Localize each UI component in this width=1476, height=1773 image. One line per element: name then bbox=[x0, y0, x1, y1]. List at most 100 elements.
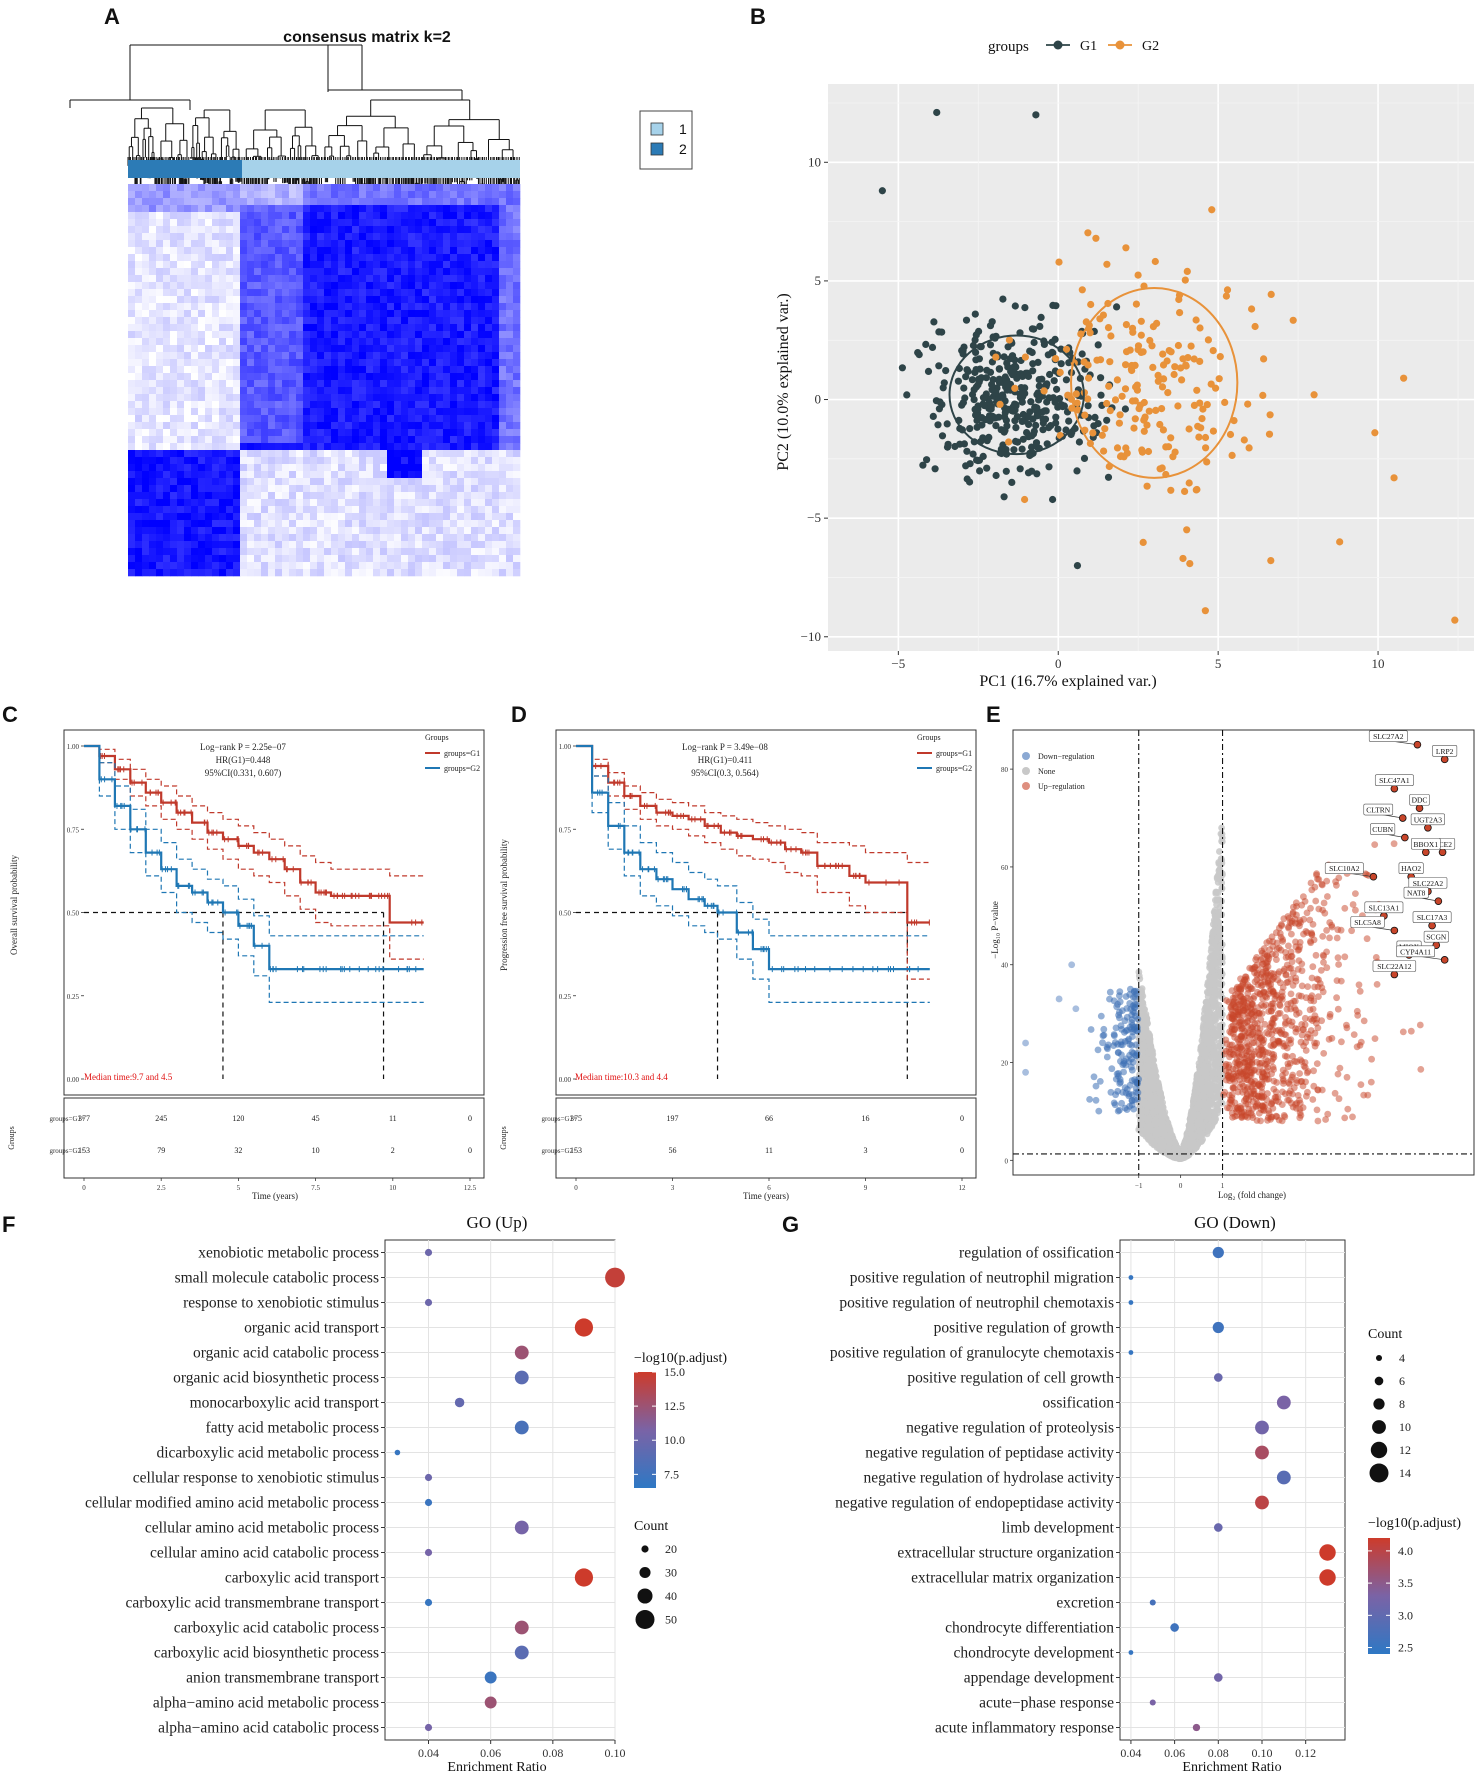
heatmap-cell bbox=[513, 464, 521, 472]
heatmap-cell bbox=[254, 352, 262, 360]
heatmap-cell bbox=[198, 569, 206, 577]
pca-point-g2 bbox=[1092, 234, 1100, 242]
heatmap-cell bbox=[352, 296, 360, 304]
heatmap-cell bbox=[289, 359, 297, 367]
heatmap-cell bbox=[261, 380, 269, 388]
heatmap-cell bbox=[478, 548, 486, 556]
heatmap-cell bbox=[233, 450, 241, 458]
pca-point-g2 bbox=[1176, 309, 1184, 317]
pca-point-g1 bbox=[1001, 409, 1009, 417]
heatmap-cell bbox=[289, 261, 297, 269]
pca-point-g1 bbox=[878, 187, 886, 195]
pca-point-g1 bbox=[1017, 384, 1025, 392]
heatmap-cell bbox=[464, 212, 472, 220]
heatmap-cell bbox=[240, 513, 248, 521]
heatmap-cell bbox=[212, 212, 220, 220]
heatmap-cell bbox=[443, 261, 451, 269]
heatmap-cell bbox=[240, 282, 248, 290]
heatmap-cell bbox=[303, 212, 311, 220]
pca-x-tick-label: 0 bbox=[1055, 656, 1062, 671]
heatmap-cell bbox=[226, 366, 234, 374]
heatmap-cell bbox=[233, 247, 241, 255]
heatmap-cell bbox=[450, 443, 458, 451]
pca-point-g1 bbox=[1094, 341, 1102, 349]
heatmap-cell bbox=[282, 233, 290, 241]
heatmap-cell bbox=[331, 394, 339, 402]
heatmap-cell bbox=[261, 240, 269, 248]
heatmap-cell bbox=[394, 268, 402, 276]
heatmap-cell bbox=[373, 569, 381, 577]
heatmap-cell bbox=[275, 499, 283, 507]
heatmap-cell bbox=[415, 289, 423, 297]
heatmap-cell bbox=[198, 324, 206, 332]
heatmap-cell bbox=[261, 450, 269, 458]
heatmap-cell bbox=[303, 261, 311, 269]
heatmap-cell bbox=[331, 275, 339, 283]
heatmap-cell bbox=[317, 380, 325, 388]
heatmap-cell bbox=[226, 205, 234, 213]
heatmap-cell bbox=[177, 310, 185, 318]
heatmap-cell bbox=[478, 534, 486, 542]
heatmap-cell bbox=[394, 401, 402, 409]
heatmap-cell bbox=[219, 310, 227, 318]
heatmap-cell bbox=[163, 485, 171, 493]
heatmap-cell bbox=[492, 317, 500, 325]
heatmap-cell bbox=[135, 436, 143, 444]
heatmap-cell bbox=[135, 569, 143, 577]
heatmap-cell bbox=[142, 366, 150, 374]
heatmap-cell bbox=[345, 240, 353, 248]
heatmap-cell bbox=[401, 562, 409, 570]
heatmap-cell bbox=[268, 555, 276, 563]
heatmap-cell bbox=[205, 352, 213, 360]
heatmap-cell bbox=[191, 184, 199, 192]
heatmap-cell bbox=[219, 450, 227, 458]
heatmap-cell bbox=[324, 212, 332, 220]
heatmap-cell bbox=[415, 499, 423, 507]
heatmap-cell bbox=[219, 198, 227, 206]
heatmap-cell bbox=[387, 492, 395, 500]
heatmap-cell bbox=[163, 387, 171, 395]
pca-point-g1 bbox=[1040, 340, 1048, 348]
heatmap-cell bbox=[275, 352, 283, 360]
heatmap-cell bbox=[499, 513, 507, 521]
heatmap-cell bbox=[275, 310, 283, 318]
heatmap-cell bbox=[177, 457, 185, 465]
heatmap-cell bbox=[317, 457, 325, 465]
heatmap-cell bbox=[478, 324, 486, 332]
heatmap-cell bbox=[422, 324, 430, 332]
heatmap-cell bbox=[135, 541, 143, 549]
heatmap-cell bbox=[240, 296, 248, 304]
heatmap-cell bbox=[352, 555, 360, 563]
heatmap-cell bbox=[506, 191, 514, 199]
heatmap-cell bbox=[366, 443, 374, 451]
heatmap-cell bbox=[422, 289, 430, 297]
heatmap-cell bbox=[415, 415, 423, 423]
heatmap-cell bbox=[408, 499, 416, 507]
heatmap-cell bbox=[247, 338, 255, 346]
heatmap-cell bbox=[471, 408, 479, 416]
heatmap-cell bbox=[170, 268, 178, 276]
heatmap-cell bbox=[135, 527, 143, 535]
heatmap-cell bbox=[429, 296, 437, 304]
heatmap-cell bbox=[506, 205, 514, 213]
heatmap-cell bbox=[394, 359, 402, 367]
heatmap-cell bbox=[506, 506, 514, 514]
heatmap-cell bbox=[317, 443, 325, 451]
heatmap-cell bbox=[282, 380, 290, 388]
pca-point-g1 bbox=[1024, 372, 1033, 380]
heatmap-cell bbox=[380, 184, 388, 192]
heatmap-cell bbox=[303, 443, 311, 451]
heatmap-cell bbox=[464, 464, 472, 472]
heatmap-cell bbox=[268, 506, 276, 514]
heatmap-cell bbox=[198, 205, 206, 213]
heatmap-cell bbox=[128, 450, 136, 458]
heatmap-cell bbox=[408, 268, 416, 276]
heatmap-cell bbox=[142, 520, 150, 528]
heatmap-cell bbox=[233, 422, 241, 430]
heatmap-cell bbox=[443, 331, 451, 339]
heatmap-cell bbox=[303, 310, 311, 318]
heatmap-cell bbox=[149, 534, 157, 542]
heatmap-cell bbox=[191, 457, 199, 465]
heatmap-cell bbox=[338, 569, 346, 577]
heatmap-cell bbox=[317, 254, 325, 262]
